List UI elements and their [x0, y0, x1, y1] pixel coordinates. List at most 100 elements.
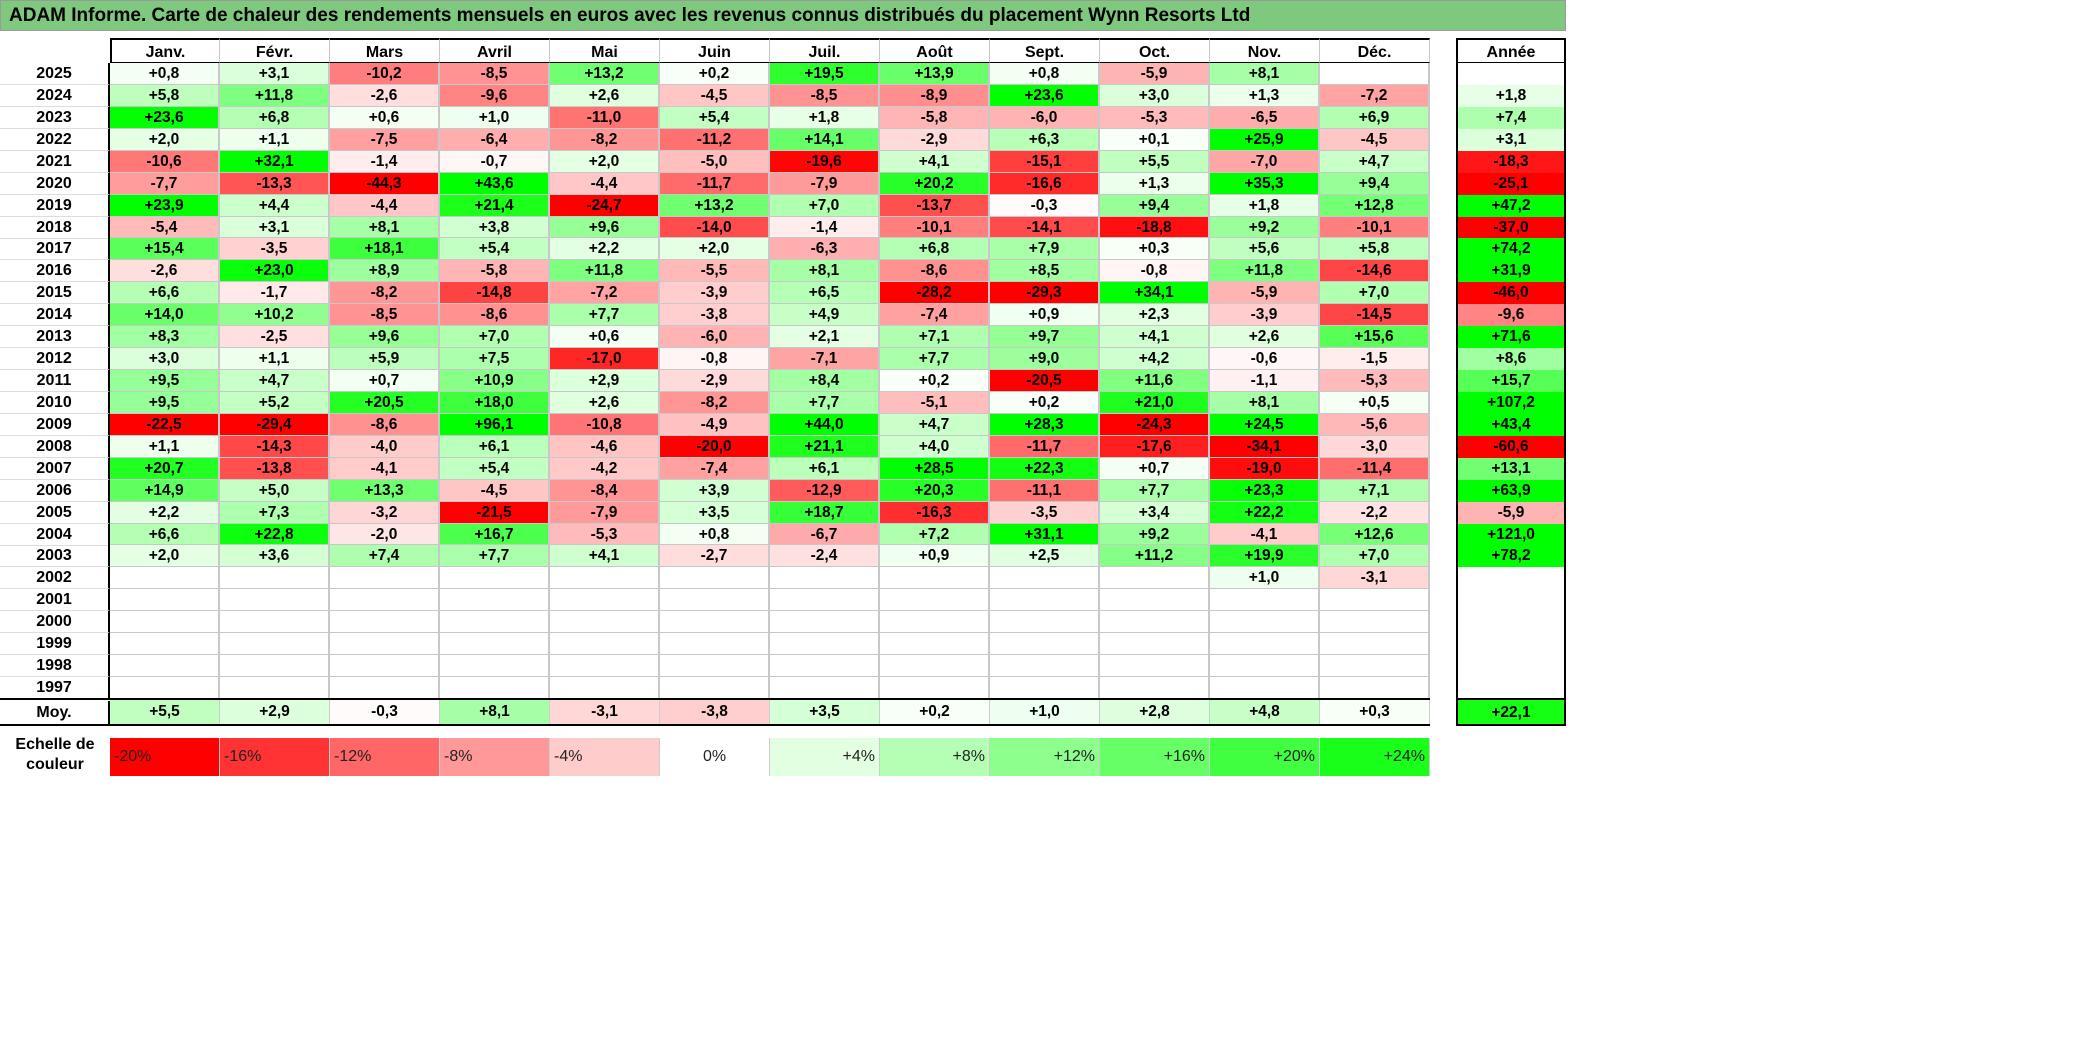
year-label: 2013	[0, 326, 110, 349]
annual-cell	[1456, 63, 1566, 86]
year-label: 2001	[0, 589, 110, 612]
heatmap-cell	[1320, 63, 1430, 86]
heatmap-cell: +20,3	[880, 479, 990, 503]
average-cell: +2,9	[220, 700, 330, 724]
year-label: 2017	[0, 238, 110, 261]
heatmap-cell: +9,2	[1210, 216, 1320, 240]
heatmap-cell: -44,3	[330, 172, 440, 196]
annual-cell	[1456, 567, 1566, 591]
heatmap-cell: -3,5	[990, 501, 1100, 525]
heatmap-cell: -1,4	[330, 150, 440, 174]
annual-cell: +43,4	[1456, 413, 1566, 437]
year-label: 2022	[0, 128, 110, 151]
heatmap-cell: -2,0	[330, 523, 440, 547]
heatmap-cell: -13,3	[220, 172, 330, 196]
heatmap-cell: -2,5	[220, 326, 330, 350]
heatmap-cell: +96,1	[440, 413, 550, 437]
heatmap-cell	[1100, 611, 1210, 635]
heatmap-cell: +7,0	[440, 326, 550, 350]
heatmap-cell: -8,6	[440, 304, 550, 328]
annual-cell: -60,6	[1456, 435, 1566, 459]
heatmap-cell: +6,9	[1320, 106, 1430, 130]
year-label: 2009	[0, 413, 110, 436]
heatmap-cell	[660, 633, 770, 657]
average-cell: -3,1	[550, 700, 660, 724]
heatmap-cell: +31,1	[990, 523, 1100, 547]
heatmap-cell	[1320, 677, 1430, 700]
heatmap-cell	[660, 655, 770, 679]
heatmap-cell: +1,1	[220, 348, 330, 371]
heatmap-cell: +14,9	[110, 479, 220, 503]
heatmap-cell: +7,0	[770, 194, 880, 218]
annual-cell: +47,2	[1456, 194, 1566, 218]
heatmap-cell: +3,8	[440, 216, 550, 240]
heatmap-cell: +44,0	[770, 413, 880, 437]
heatmap-cell: +4,7	[880, 413, 990, 437]
annual-cell: +71,6	[1456, 326, 1566, 350]
heatmap-cell: -4,1	[1210, 523, 1320, 547]
heatmap-cell: +5,2	[220, 391, 330, 415]
heatmap-cell: -34,1	[1210, 435, 1320, 459]
heatmap-cell	[220, 567, 330, 591]
year-label: 2019	[0, 194, 110, 217]
heatmap-cell: +4,9	[770, 304, 880, 328]
heatmap-cell: -5,0	[660, 150, 770, 174]
heatmap-cell	[220, 633, 330, 657]
annual-cell: +121,0	[1456, 523, 1566, 547]
heatmap-cell: -17,6	[1100, 435, 1210, 459]
heatmap-cell: +8,9	[330, 260, 440, 284]
heatmap-cell	[1100, 655, 1210, 679]
annual-cell: +3,1	[1456, 128, 1566, 152]
heatmap-cell: -7,5	[330, 128, 440, 152]
heatmap-cell: -2,9	[660, 370, 770, 393]
heatmap-cell	[1210, 589, 1320, 613]
heatmap-cell	[660, 567, 770, 591]
heatmap-cell: +15,6	[1320, 326, 1430, 350]
annual-cell: +74,2	[1456, 238, 1566, 262]
average-cell: -0,3	[330, 700, 440, 724]
heatmap-cell: +6,8	[880, 238, 990, 262]
heatmap-cell: +23,6	[110, 106, 220, 130]
heatmap-cell: -10,8	[550, 413, 660, 437]
heatmap-cell: +3,0	[110, 348, 220, 371]
heatmap-cell	[1320, 655, 1430, 679]
heatmap-cell: -2,9	[880, 128, 990, 152]
annual-cell	[1456, 677, 1566, 700]
heatmap-cell: -5,4	[110, 216, 220, 240]
year-label: 2016	[0, 260, 110, 283]
heatmap-cell: +0,2	[660, 63, 770, 86]
heatmap-cell: +32,1	[220, 150, 330, 174]
heatmap-cell: +2,6	[550, 391, 660, 415]
heatmap-cell: -2,6	[330, 84, 440, 108]
column-header-6: Juil.	[770, 38, 880, 63]
heatmap-cell: -14,5	[1320, 304, 1430, 328]
column-header-annual: Année	[1456, 38, 1566, 63]
heatmap-cell: +1,0	[440, 106, 550, 130]
heatmap-cell	[770, 589, 880, 613]
heatmap-cell: +43,6	[440, 172, 550, 196]
heatmap-cell	[990, 611, 1100, 635]
annual-cell	[1456, 633, 1566, 657]
heatmap-cell: +11,6	[1100, 370, 1210, 393]
heatmap-cell: +34,1	[1100, 282, 1210, 306]
year-label: 2003	[0, 545, 110, 568]
heatmap-cell: +2,0	[550, 150, 660, 174]
heatmap-cell: +7,7	[550, 304, 660, 328]
year-label: 2007	[0, 457, 110, 480]
heatmap-cell	[440, 589, 550, 613]
heatmap-cell: +0,8	[110, 63, 220, 86]
heatmap-cell: -4,4	[330, 194, 440, 218]
heatmap-cell: -15,1	[990, 150, 1100, 174]
heatmap-cell	[550, 633, 660, 657]
heatmap-cell	[770, 633, 880, 657]
heatmap-cell: -8,6	[880, 260, 990, 284]
heatmap-cell: -7,2	[1320, 84, 1430, 108]
heatmap-cell: -5,3	[1100, 106, 1210, 130]
heatmap-cell	[440, 633, 550, 657]
heatmap-cell: -14,1	[990, 216, 1100, 240]
heatmap-cell: -2,7	[660, 545, 770, 569]
year-label: 2011	[0, 370, 110, 393]
heatmap-cell	[880, 633, 990, 657]
heatmap-cell: +7,7	[440, 545, 550, 569]
heatmap-cell: -3,2	[330, 501, 440, 525]
